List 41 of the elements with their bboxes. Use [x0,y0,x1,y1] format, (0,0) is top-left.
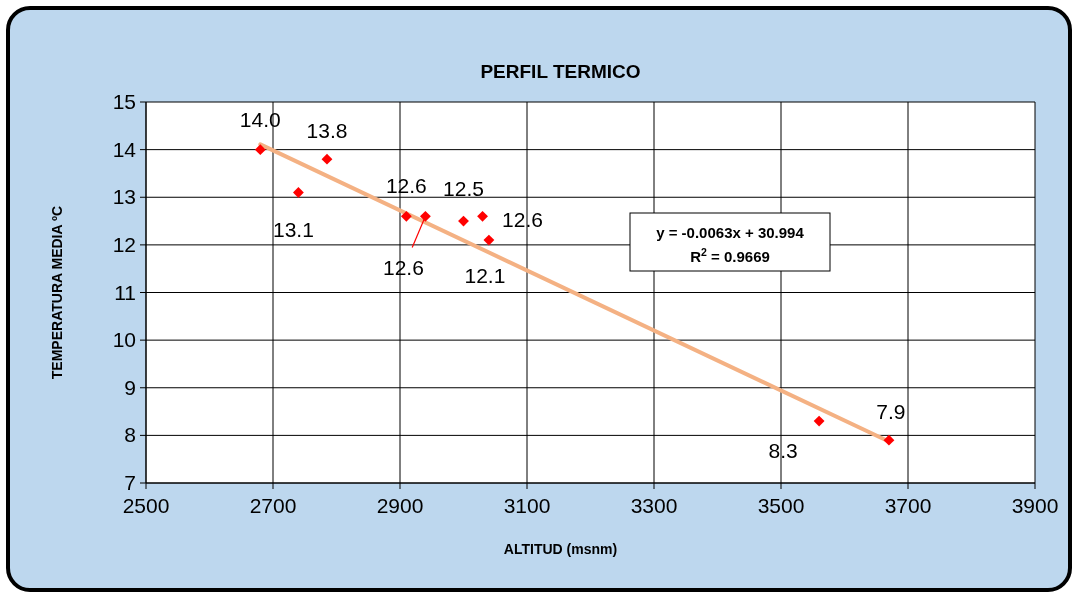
y-axis-title: TEMPERATURA MEDIA ºC [49,205,65,380]
x-axis-title: ALTITUD (msnm) [503,541,618,557]
y-tick-label: 8 [124,423,136,447]
point [813,415,825,427]
y-tick-label: 12 [112,232,136,256]
data-label: 12.6 [385,174,427,198]
chart-title: PERFIL TERMICO [480,61,641,82]
y-tick-label: 7 [124,471,136,494]
y-tick-label: 11 [114,280,136,304]
point [483,234,495,246]
point [477,210,488,222]
point [400,210,412,222]
data-label: 13.8 [306,119,348,143]
x-tick-label: 3700 [884,494,932,517]
x-tick-label: 3100 [503,494,551,517]
point [321,153,333,165]
point [419,210,431,222]
annotation: y = -0.0063x + 30.994 [656,224,805,241]
data-label: 8.3 [768,439,798,463]
data-label: 13.1 [272,218,314,242]
y-tick-label: 14 [112,137,137,161]
data-label: 7.9 [876,400,906,424]
x-tick-label: 2700 [249,494,297,517]
x-tick-label: 3300 [630,494,678,517]
y-tick-label: 9 [124,375,136,399]
point [883,434,895,446]
x-tick-label: 3900 [1011,494,1059,517]
annotation: R$^{2}$ = 0.9669 [690,246,770,265]
data-label: 12.5 [443,177,484,201]
data-label: 12.6 [382,256,424,280]
x-tick-label: 2500 [122,494,170,517]
data-label: 14.0 [239,107,281,131]
y-tick-label: 13 [112,185,136,209]
point [254,144,266,156]
point [292,187,304,198]
y-tick-label: 15 [112,90,136,113]
y-tick-label: 10 [112,328,136,352]
data-label: 12.1 [464,264,506,288]
x-tick-label: 2900 [376,494,424,517]
x-tick-label: 3500 [757,494,805,517]
data-label: 12.6 [502,208,543,232]
